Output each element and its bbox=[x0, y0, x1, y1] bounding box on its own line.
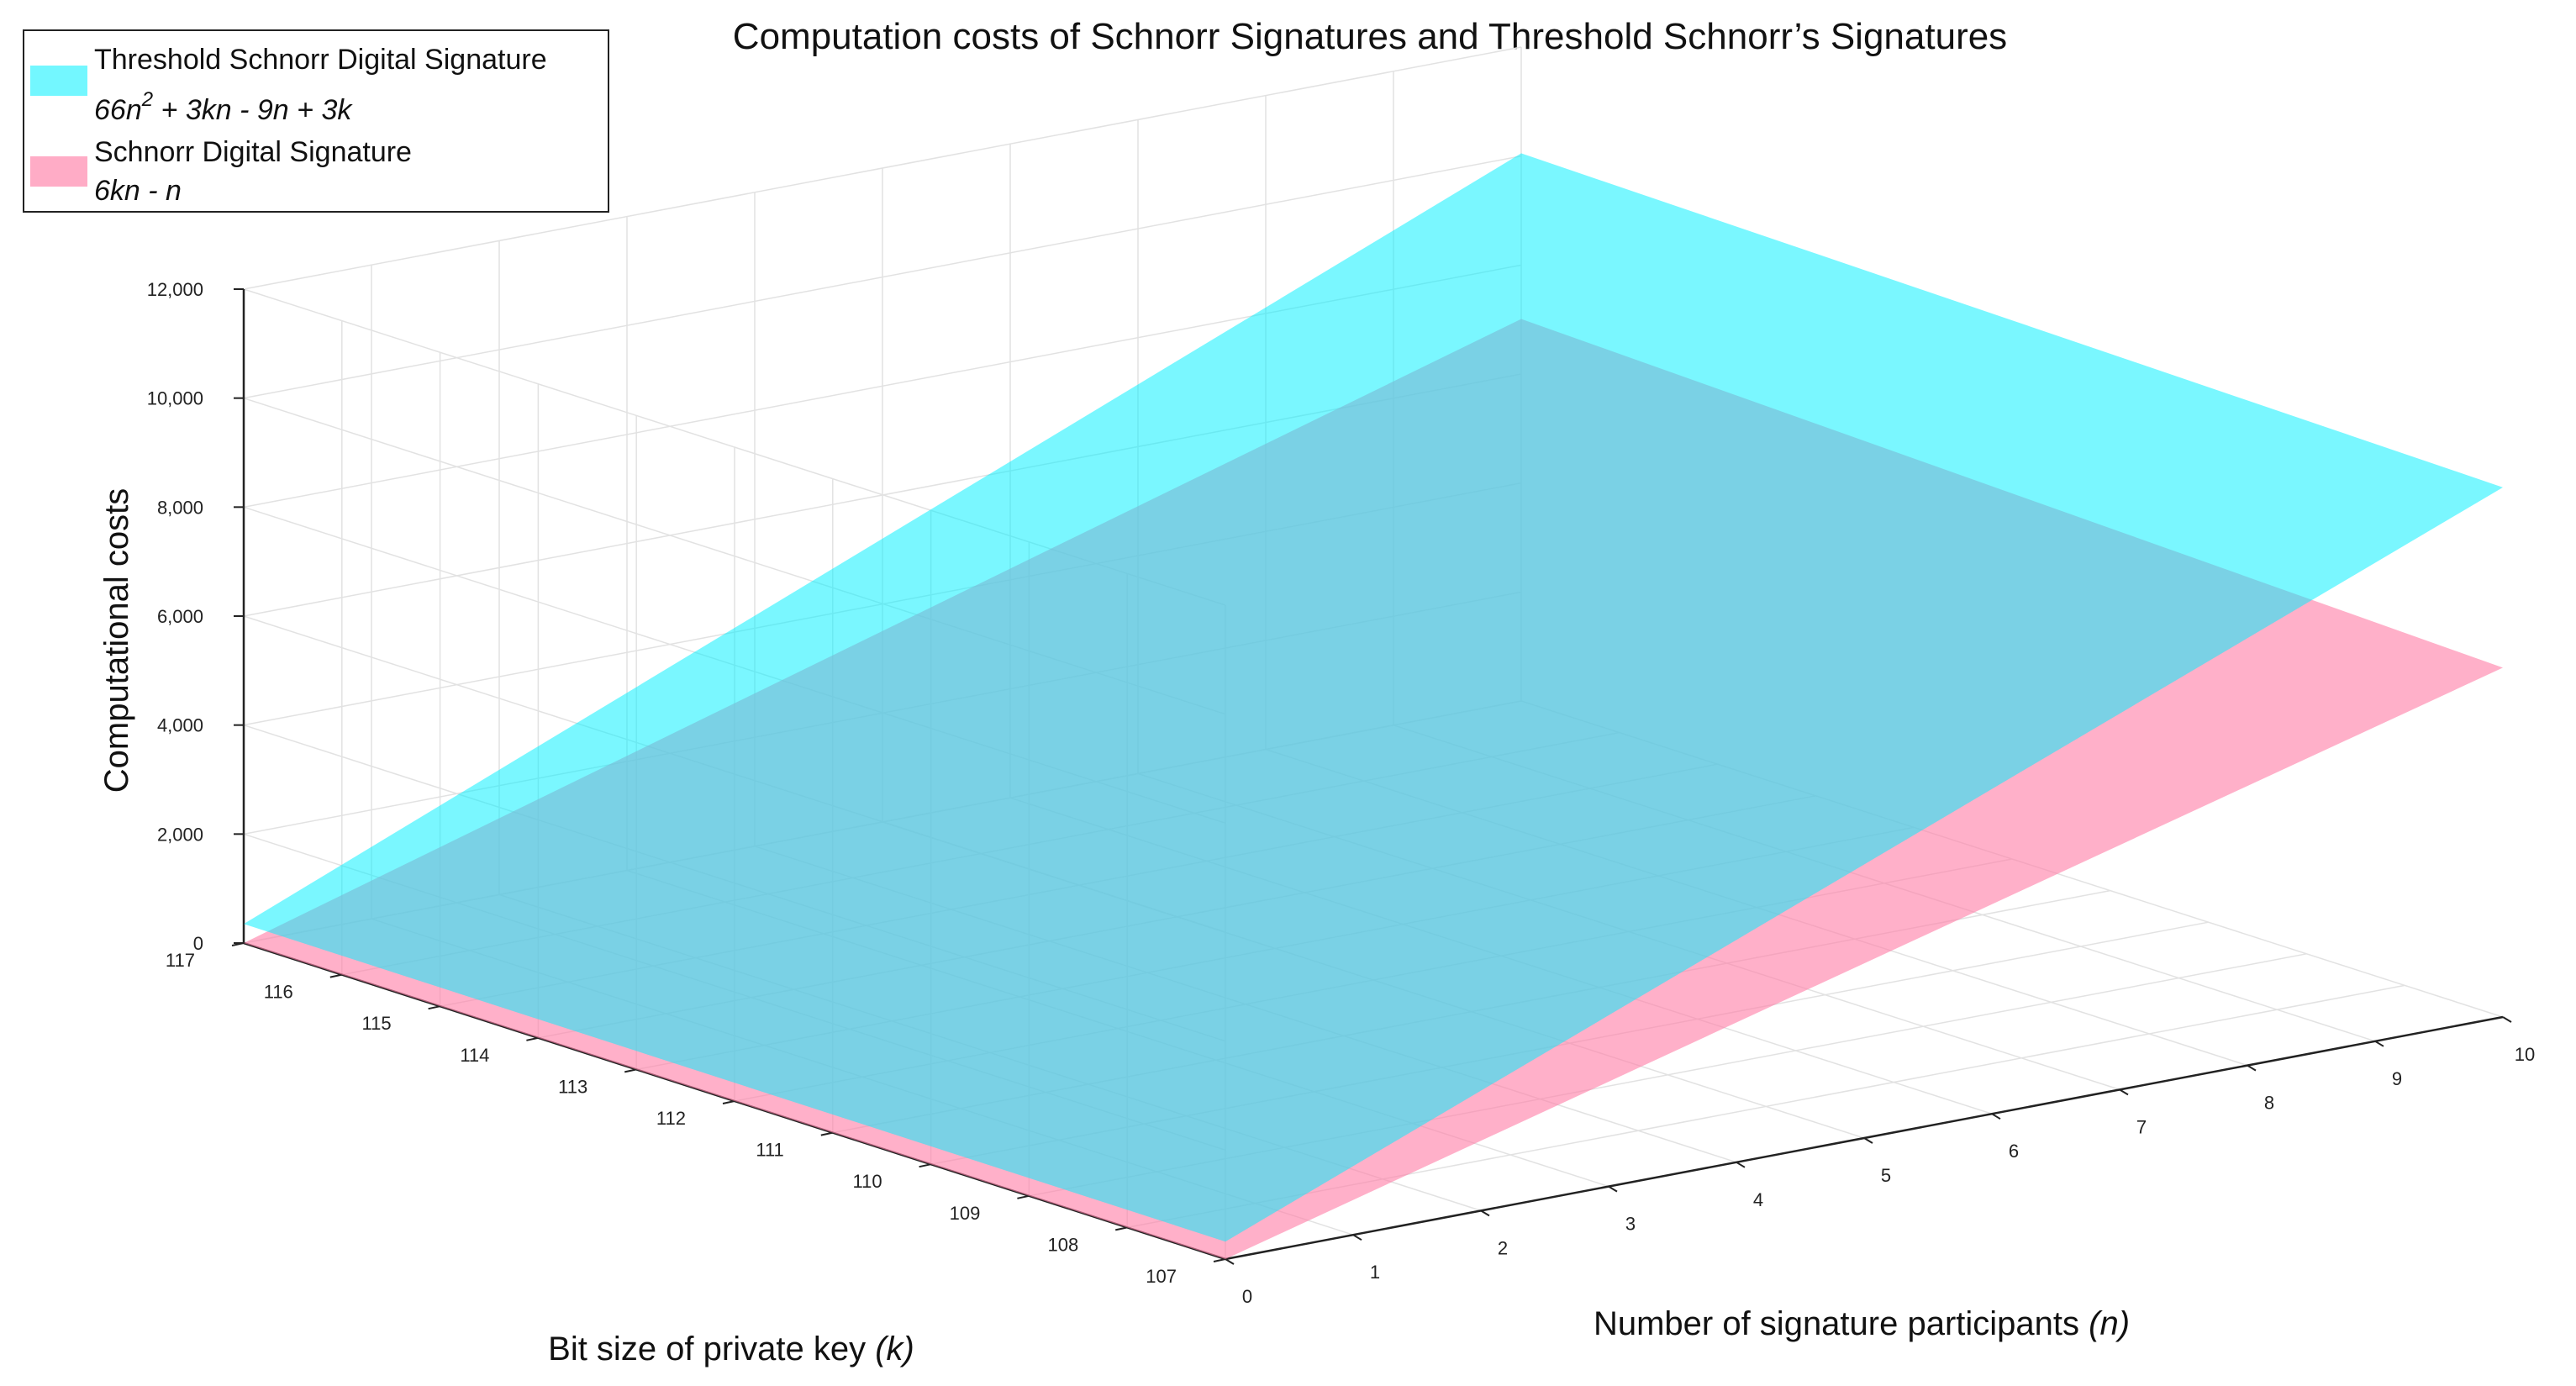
n-tick-mark bbox=[1225, 1258, 1235, 1265]
n-tick-label: 10 bbox=[2515, 1044, 2535, 1065]
n-tick-mark bbox=[2374, 1040, 2384, 1047]
z-tick-label: 10,000 bbox=[147, 388, 203, 409]
n-tick-label: 8 bbox=[2264, 1093, 2274, 1114]
k-tick-mark bbox=[722, 1100, 735, 1104]
z-tick-label: 8,000 bbox=[157, 497, 203, 518]
k-tick-mark bbox=[526, 1036, 539, 1041]
legend-formula-threshold: 66n2 + 3kn - 9n + 3k bbox=[94, 88, 353, 126]
z-tick-label: 4,000 bbox=[157, 715, 203, 736]
z-tick-label: 12,000 bbox=[147, 279, 203, 300]
legend-box bbox=[23, 29, 609, 213]
k-tick-mark bbox=[1017, 1194, 1030, 1199]
n-tick-mark bbox=[2247, 1064, 2257, 1072]
k-axis-label: Bit size of private key (k) bbox=[548, 1331, 914, 1368]
chart-title: Computation costs of Schnorr Signatures … bbox=[733, 16, 2007, 57]
k-tick-mark bbox=[820, 1131, 834, 1136]
z-tick-label: 2,000 bbox=[157, 824, 203, 845]
k-tick-label: 114 bbox=[460, 1045, 489, 1066]
n-tick-mark bbox=[1991, 1113, 2001, 1120]
k-tick-label: 108 bbox=[1047, 1234, 1078, 1255]
surfaces bbox=[244, 153, 2503, 1260]
k-tick-label: 113 bbox=[558, 1076, 587, 1097]
z-tick-label: 0 bbox=[193, 933, 203, 954]
n-tick-label: 4 bbox=[1753, 1189, 1763, 1210]
n-tick-label: 9 bbox=[2392, 1068, 2402, 1089]
n-tick-mark bbox=[1863, 1137, 1873, 1144]
surface-threshold-schnorr bbox=[244, 153, 2503, 1242]
n-tick-label: 6 bbox=[2009, 1141, 2019, 1162]
k-tick-mark bbox=[1114, 1226, 1128, 1231]
tick-labels: 0 1 2 3 4 5 6 7 8 9 10 107 108 109 110 111 112 113 114 115 1… bbox=[147, 279, 2536, 1307]
n-tick-label: 1 bbox=[1370, 1262, 1380, 1283]
n-tick-mark bbox=[2119, 1088, 2129, 1096]
n-axis-label: Number of signature participants (n) bbox=[1594, 1305, 2130, 1342]
n-tick-mark bbox=[1480, 1209, 1490, 1217]
z-tick-label: 6,000 bbox=[157, 606, 203, 627]
legend-formula-schnorr: 6kn - n bbox=[94, 175, 182, 207]
k-tick-label: 109 bbox=[950, 1203, 981, 1224]
legend-label-threshold: Threshold Schnorr Digital Signature bbox=[94, 44, 547, 76]
k-tick-mark bbox=[428, 1005, 440, 1010]
n-tick-label: 3 bbox=[1625, 1214, 1636, 1235]
n-tick-mark bbox=[1352, 1234, 1362, 1241]
k-tick-mark bbox=[1213, 1258, 1226, 1262]
legend-label-schnorr: Schnorr Digital Signature bbox=[94, 136, 412, 168]
n-tick-label: 7 bbox=[2136, 1116, 2147, 1137]
k-tick-mark bbox=[919, 1163, 931, 1168]
k-tick-label: 115 bbox=[362, 1013, 392, 1034]
k-tick-label: 117 bbox=[166, 950, 195, 971]
k-tick-mark bbox=[329, 973, 343, 978]
n-tick-mark bbox=[2502, 1016, 2512, 1023]
k-tick-mark bbox=[624, 1068, 637, 1073]
z-axis-label: Computational costs bbox=[98, 488, 135, 793]
k-tick-label: 107 bbox=[1146, 1266, 1177, 1287]
k-tick-label: 112 bbox=[656, 1108, 686, 1129]
k-tick-label: 111 bbox=[756, 1140, 783, 1161]
legend: Threshold Schnorr Digital Signature 66n2… bbox=[23, 29, 609, 213]
k-tick-label: 116 bbox=[264, 982, 293, 1003]
back-wall-grid-z bbox=[243, 46, 1522, 290]
n-tick-label: 0 bbox=[1242, 1286, 1252, 1307]
n-tick-mark bbox=[1736, 1161, 1746, 1168]
n-tick-mark bbox=[1608, 1185, 1618, 1193]
legend-swatch-schnorr bbox=[30, 156, 87, 187]
n-tick-label: 5 bbox=[1881, 1165, 1891, 1186]
n-tick-label: 2 bbox=[1498, 1237, 1508, 1258]
k-tick-label: 110 bbox=[853, 1171, 882, 1192]
legend-swatch-threshold bbox=[30, 66, 87, 96]
